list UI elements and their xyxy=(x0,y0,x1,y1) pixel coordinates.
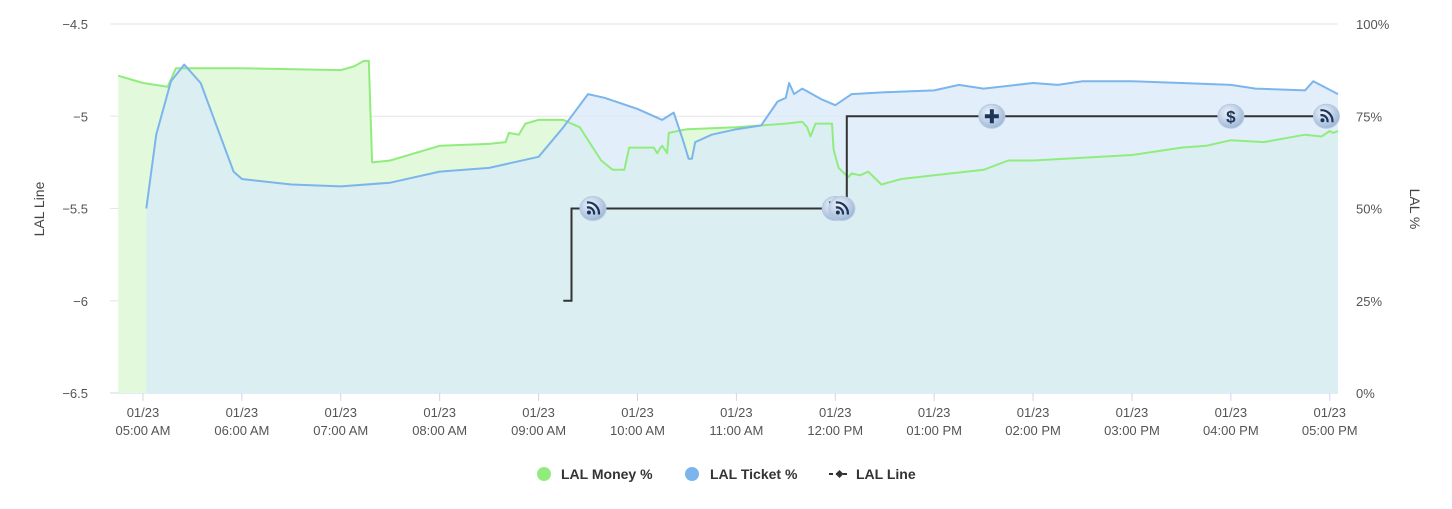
x-tick-time-label: 05:00 PM xyxy=(1302,423,1358,438)
x-tick-time-label: 07:00 AM xyxy=(313,423,368,438)
x-tick-time-label: 12:00 PM xyxy=(807,423,863,438)
x-tick-time-label: 08:00 AM xyxy=(412,423,467,438)
series-lines xyxy=(117,59,1339,302)
y-left-tick-label: −5.5 xyxy=(62,202,88,217)
y-right-tick-label: 25% xyxy=(1356,294,1382,309)
x-tick-time-label: 06:00 AM xyxy=(214,423,269,438)
series-area-1 xyxy=(146,64,1338,393)
dollar-icon[interactable]: $ xyxy=(1217,103,1245,129)
rss-icon[interactable] xyxy=(1312,103,1340,129)
lal-line-step[interactable] xyxy=(563,115,1338,302)
y-right-axis-title: LAL % xyxy=(1407,189,1423,230)
x-tick-time-label: 04:00 PM xyxy=(1203,423,1259,438)
y-right-tick-label: 50% xyxy=(1356,202,1382,217)
y-right-tick-label: 100% xyxy=(1356,17,1390,32)
x-tick-date-label: 01/23 xyxy=(1017,405,1050,420)
x-tick-date-label: 01/23 xyxy=(819,405,852,420)
x-tick-date-label: 01/23 xyxy=(621,405,654,420)
y-left-tick-label: −6.5 xyxy=(62,386,88,401)
x-tick-date-label: 01/23 xyxy=(522,405,555,420)
x-tick-date-label: 01/23 xyxy=(324,405,357,420)
y-left-tick-label: −4.5 xyxy=(62,17,88,32)
x-tick-time-label: 09:00 AM xyxy=(511,423,566,438)
x-tick-time-label: 10:00 AM xyxy=(610,423,665,438)
x-tick-date-label: 01/23 xyxy=(918,405,951,420)
legend-item-ticket[interactable]: LAL Ticket % xyxy=(685,466,798,482)
y-left-tick-label: −5 xyxy=(73,109,88,124)
x-tick-time-label: 02:00 PM xyxy=(1005,423,1061,438)
x-tick-time-label: 05:00 AM xyxy=(115,423,170,438)
y-left-tick-label: −6 xyxy=(73,294,88,309)
x-tick-date-label: 01/23 xyxy=(226,405,259,420)
y-right-tick-label: 0% xyxy=(1356,386,1375,401)
svg-text:$: $ xyxy=(1226,107,1236,126)
series-line-1[interactable] xyxy=(145,63,1339,209)
rss-icon[interactable] xyxy=(579,196,607,221)
series-line-0[interactable] xyxy=(117,59,1339,186)
x-tick-date-label: 01/23 xyxy=(127,405,160,420)
x-tick-date-label: 01/23 xyxy=(423,405,456,420)
rss-icon[interactable] xyxy=(828,196,856,221)
legend-money-marker xyxy=(537,467,551,481)
legend: LAL Money % LAL Ticket % LAL Line xyxy=(537,466,916,482)
legend-ticket-marker xyxy=(685,467,699,481)
legend-item-line[interactable]: LAL Line xyxy=(829,466,916,482)
x-tick-date-label: 01/23 xyxy=(1116,405,1149,420)
axes: −4.5 −5 −5.5 −6 −6.5 100% 75% 50% 25% 0% 01/23 05:0… xyxy=(62,17,1389,438)
event-icons: $ xyxy=(579,103,1340,221)
plus-icon[interactable] xyxy=(978,103,1006,129)
x-tick-date-label: 01/23 xyxy=(1313,405,1346,420)
legend-line-diamond xyxy=(835,470,844,478)
x-tick-time-label: 01:00 PM xyxy=(906,423,962,438)
legend-line-label: LAL Line xyxy=(856,466,916,482)
x-tick-date-label: 01/23 xyxy=(720,405,753,420)
x-tick-date-label: 01/23 xyxy=(1215,405,1248,420)
y-left-axis-title: LAL Line xyxy=(31,181,47,236)
legend-item-money[interactable]: LAL Money % xyxy=(537,466,653,482)
legend-money-label: LAL Money % xyxy=(561,466,653,482)
y-right-tick-label: 75% xyxy=(1356,109,1382,124)
x-tick-time-label: 11:00 AM xyxy=(709,423,763,438)
series-areas xyxy=(118,60,1339,394)
x-tick-time-label: 03:00 PM xyxy=(1104,423,1160,438)
legend-ticket-label: LAL Ticket % xyxy=(710,466,798,482)
